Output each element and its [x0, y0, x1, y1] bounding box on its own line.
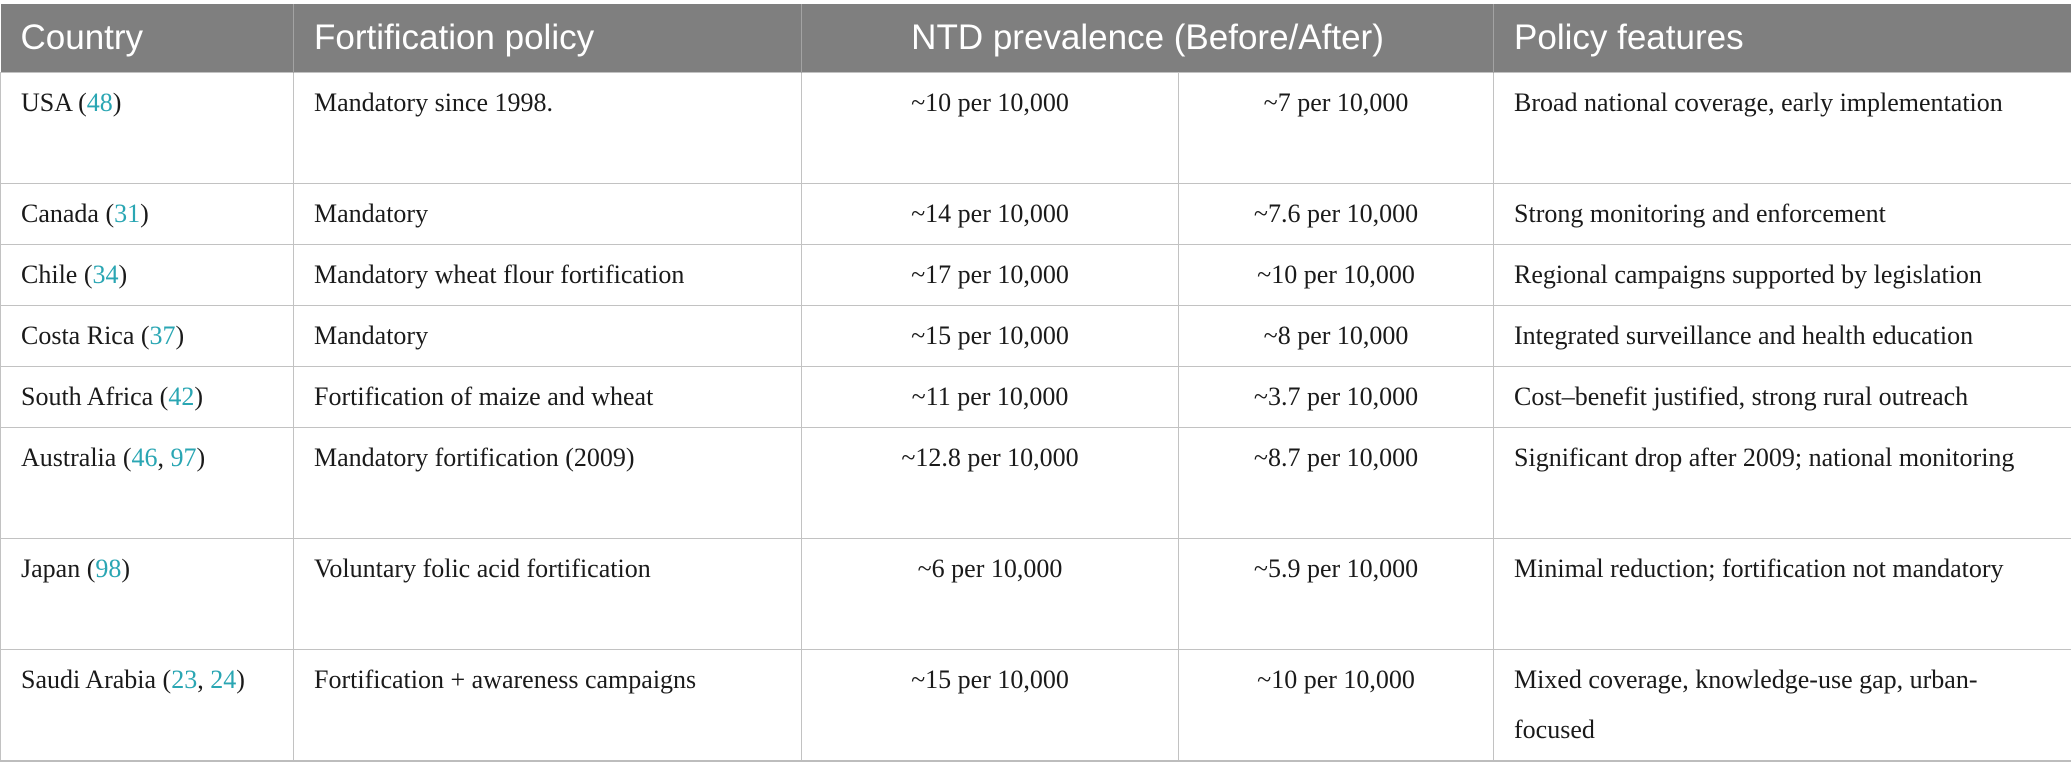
header-fortification-policy: Fortification policy: [293, 4, 802, 73]
prevalence-before-cell: ~12.8 per 10,000: [801, 427, 1179, 539]
reference-link[interactable]: 97: [170, 443, 197, 472]
policy-features-cell: Significant drop after 2009; national mo…: [1493, 427, 2071, 539]
header-ntd-prevalence: NTD prevalence (Before/After): [800, 4, 1494, 73]
prevalence-after-cell: ~7.6 per 10,000: [1177, 183, 1495, 245]
table-body: USA (48) Mandatory since 1998. ~10 per 1…: [0, 72, 2071, 762]
table-row: Chile (34) Mandatory wheat flour fortifi…: [0, 244, 2071, 306]
country-name: Japan: [21, 554, 81, 583]
reference-link[interactable]: 98: [95, 554, 122, 583]
prevalence-before-cell: ~6 per 10,000: [801, 538, 1179, 650]
policy-cell: Mandatory fortification (2009): [293, 427, 802, 539]
reference-link[interactable]: 23: [171, 665, 198, 694]
country-name: Chile: [21, 260, 78, 289]
country-cell: Saudi Arabia (23, 24): [0, 649, 294, 762]
country-cell: Australia (46, 97): [0, 427, 294, 539]
prevalence-before-cell: ~15 per 10,000: [801, 649, 1179, 762]
policy-features-cell: Mixed coverage, knowledge-use gap, urban…: [1493, 649, 2071, 762]
table-row: Costa Rica (37) Mandatory ~15 per 10,000…: [0, 305, 2071, 367]
policy-features-cell: Broad national coverage, early implement…: [1493, 72, 2071, 184]
country-cell: South Africa (42): [0, 366, 294, 428]
prevalence-before-cell: ~14 per 10,000: [801, 183, 1179, 245]
country-cell: Japan (98): [0, 538, 294, 650]
policy-cell: Mandatory since 1998.: [293, 72, 802, 184]
reference-link[interactable]: 42: [168, 382, 195, 411]
prevalence-before-cell: ~10 per 10,000: [801, 72, 1179, 184]
reference-link[interactable]: 34: [92, 260, 119, 289]
table-row: Saudi Arabia (23, 24) Fortification + aw…: [0, 649, 2071, 762]
country-cell: Chile (34): [0, 244, 294, 306]
policy-cell: Mandatory wheat flour fortification: [293, 244, 802, 306]
prevalence-after-cell: ~7 per 10,000: [1177, 72, 1495, 184]
ntd-fortification-table: Country Fortification policy NTD prevale…: [0, 4, 2071, 762]
table-row: USA (48) Mandatory since 1998. ~10 per 1…: [0, 72, 2071, 184]
prevalence-after-cell: ~10 per 10,000: [1177, 649, 1495, 762]
table-header: Country Fortification policy NTD prevale…: [0, 4, 2071, 73]
prevalence-after-cell: ~8.7 per 10,000: [1177, 427, 1495, 539]
country-name: South Africa: [21, 382, 154, 411]
country-cell: Costa Rica (37): [0, 305, 294, 367]
prevalence-after-cell: ~8 per 10,000: [1177, 305, 1495, 367]
header-country: Country: [0, 4, 294, 73]
reference-link[interactable]: 46: [131, 443, 158, 472]
policy-cell: Voluntary folic acid fortification: [293, 538, 802, 650]
policy-features-cell: Strong monitoring and enforcement: [1493, 183, 2071, 245]
reference-link[interactable]: 37: [149, 321, 176, 350]
policy-features-cell: Cost–benefit justified, strong rural out…: [1493, 366, 2071, 428]
policy-features-cell: Regional campaigns supported by legislat…: [1493, 244, 2071, 306]
table-row: Japan (98) Voluntary folic acid fortific…: [0, 538, 2071, 650]
policy-cell: Fortification + awareness campaigns: [293, 649, 802, 762]
prevalence-after-cell: ~5.9 per 10,000: [1177, 538, 1495, 650]
policy-features-cell: Minimal reduction; fortification not man…: [1493, 538, 2071, 650]
table-row: Canada (31) Mandatory ~14 per 10,000 ~7.…: [0, 183, 2071, 245]
prevalence-after-cell: ~10 per 10,000: [1177, 244, 1495, 306]
policy-cell: Mandatory: [293, 305, 802, 367]
prevalence-before-cell: ~17 per 10,000: [801, 244, 1179, 306]
prevalence-before-cell: ~15 per 10,000: [801, 305, 1179, 367]
country-cell: USA (48): [0, 72, 294, 184]
country-name: Saudi Arabia: [21, 665, 157, 694]
prevalence-after-cell: ~3.7 per 10,000: [1177, 366, 1495, 428]
reference-link[interactable]: 31: [114, 199, 141, 228]
table-row: Australia (46, 97) Mandatory fortificati…: [0, 427, 2071, 539]
country-name: Canada: [21, 199, 99, 228]
prevalence-before-cell: ~11 per 10,000: [801, 366, 1179, 428]
country-name: USA: [21, 88, 72, 117]
country-cell: Canada (31): [0, 183, 294, 245]
table-row: South Africa (42) Fortification of maize…: [0, 366, 2071, 428]
reference-link[interactable]: 24: [210, 665, 237, 694]
header-row: Country Fortification policy NTD prevale…: [0, 4, 2071, 73]
country-name: Australia: [21, 443, 117, 472]
country-name: Costa Rica: [21, 321, 135, 350]
reference-link[interactable]: 48: [86, 88, 113, 117]
header-policy-features: Policy features: [1493, 4, 2071, 73]
policy-cell: Mandatory: [293, 183, 802, 245]
policy-features-cell: Integrated surveillance and health educa…: [1493, 305, 2071, 367]
policy-cell: Fortification of maize and wheat: [293, 366, 802, 428]
